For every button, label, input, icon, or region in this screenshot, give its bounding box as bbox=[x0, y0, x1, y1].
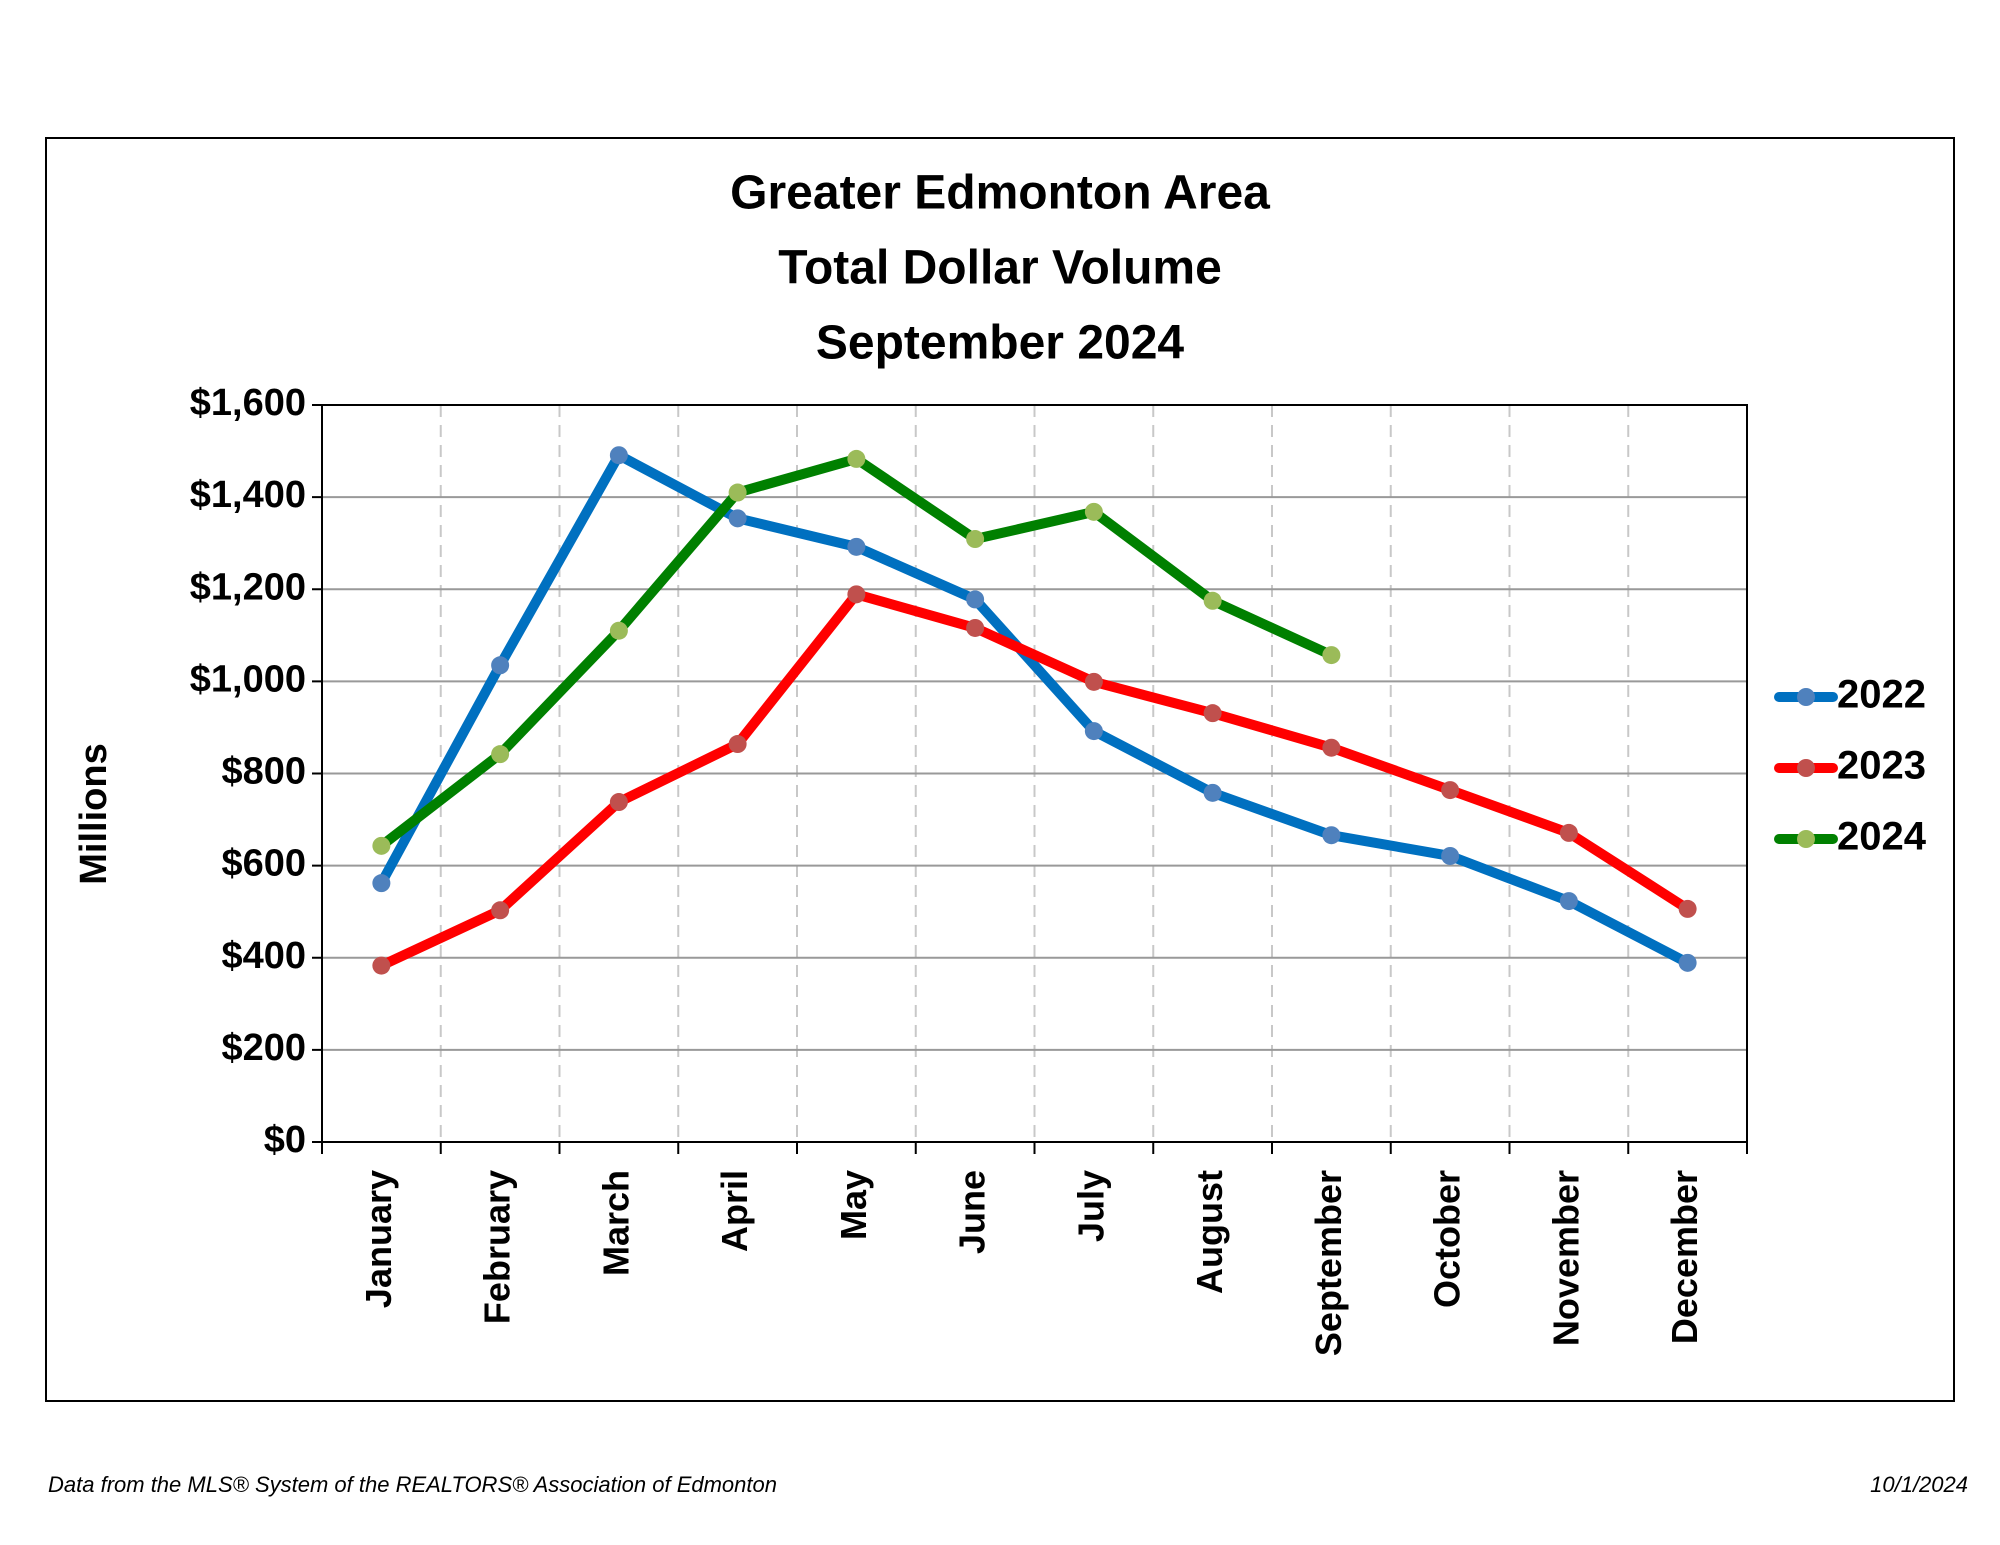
series-marker bbox=[1322, 826, 1341, 845]
y-tick-label: $400 bbox=[221, 935, 306, 977]
series-marker bbox=[728, 735, 747, 754]
series-marker bbox=[847, 449, 866, 468]
series-marker bbox=[1559, 892, 1578, 911]
series-marker bbox=[1441, 781, 1460, 800]
series-marker bbox=[1322, 738, 1341, 757]
x-tick-label: August bbox=[1189, 1170, 1230, 1294]
footer-date: 10/1/2024 bbox=[1870, 1472, 1968, 1497]
series-marker bbox=[1322, 646, 1341, 665]
y-tick-label: $0 bbox=[264, 1119, 306, 1161]
y-tick-label: $800 bbox=[221, 751, 306, 793]
series-marker bbox=[609, 793, 628, 812]
y-tick-label: $200 bbox=[221, 1027, 306, 1069]
series-marker bbox=[609, 446, 628, 465]
chart-title: Greater Edmonton Area bbox=[730, 167, 1270, 220]
x-tick-label: July bbox=[1070, 1170, 1111, 1242]
x-tick-label: February bbox=[477, 1170, 518, 1324]
series-marker bbox=[1203, 591, 1222, 610]
series-marker bbox=[1084, 722, 1103, 741]
legend-label: 2023 bbox=[1837, 744, 1926, 788]
series-marker bbox=[966, 618, 985, 637]
series-marker bbox=[372, 956, 391, 975]
series-marker bbox=[1203, 704, 1222, 723]
series-marker bbox=[491, 656, 510, 675]
series-marker bbox=[1678, 899, 1697, 918]
chart-frame bbox=[45, 137, 1955, 1402]
legend-label: 2022 bbox=[1837, 673, 1926, 717]
x-tick-label: May bbox=[833, 1170, 874, 1240]
series-marker bbox=[1678, 953, 1697, 972]
y-tick-label: $1,200 bbox=[190, 566, 306, 608]
y-axis-label: Millions bbox=[73, 743, 115, 884]
y-tick-label: $1,000 bbox=[190, 658, 306, 700]
series-line bbox=[376, 450, 1693, 968]
series-marker bbox=[966, 590, 985, 609]
x-tick-label: September bbox=[1308, 1170, 1349, 1356]
series-marker bbox=[1441, 846, 1460, 865]
series-line bbox=[376, 589, 1693, 971]
series-marker bbox=[847, 585, 866, 604]
series-marker bbox=[609, 621, 628, 640]
x-tick-label: June bbox=[952, 1170, 993, 1254]
series-marker bbox=[728, 483, 747, 502]
series-marker bbox=[847, 537, 866, 556]
x-tick-label: October bbox=[1427, 1170, 1468, 1308]
x-tick-label: January bbox=[358, 1170, 399, 1308]
legend-marker bbox=[1797, 830, 1815, 848]
series-marker bbox=[1559, 823, 1578, 842]
series-marker bbox=[372, 836, 391, 855]
x-tick-label: March bbox=[595, 1170, 636, 1276]
series-marker bbox=[1084, 672, 1103, 691]
chart-title: Total Dollar Volume bbox=[778, 242, 1222, 295]
footer-source: Data from the MLS® System of the REALTOR… bbox=[48, 1472, 777, 1497]
legend-marker bbox=[1797, 759, 1815, 777]
series-marker bbox=[728, 509, 747, 528]
series-marker bbox=[1084, 502, 1103, 521]
legend-marker bbox=[1797, 688, 1815, 706]
chart-title: September 2024 bbox=[816, 317, 1185, 370]
series-marker bbox=[491, 901, 510, 920]
series-marker bbox=[372, 874, 391, 893]
x-tick-label: December bbox=[1664, 1170, 1705, 1344]
y-tick-label: $1,400 bbox=[190, 474, 306, 516]
series-marker bbox=[966, 530, 985, 549]
series-marker bbox=[491, 745, 510, 764]
y-tick-label: $600 bbox=[221, 843, 306, 885]
series-marker bbox=[1203, 783, 1222, 802]
y-tick-label: $1,600 bbox=[190, 382, 306, 424]
legend-label: 2024 bbox=[1837, 815, 1927, 859]
x-tick-label: November bbox=[1545, 1170, 1586, 1346]
x-tick-label: April bbox=[714, 1170, 755, 1252]
